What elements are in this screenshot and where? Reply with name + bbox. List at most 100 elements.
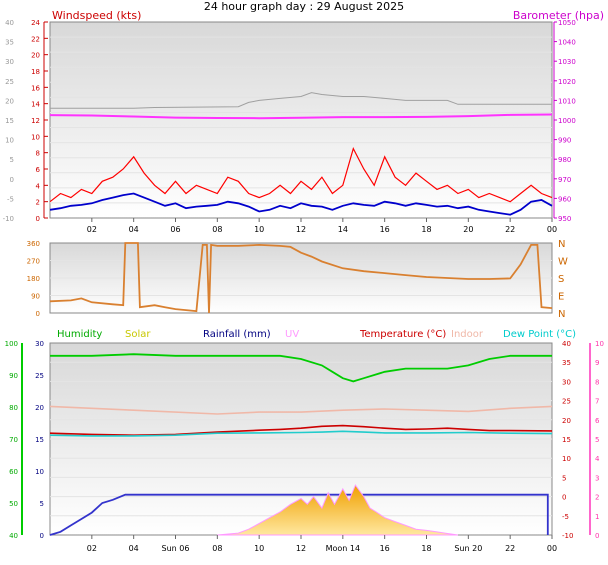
temp-panel-legend: Humidity Solar Rainfall (mm) UV Temperature … bbox=[57, 329, 576, 340]
series-line-dew-point-c- bbox=[49, 430, 553, 437]
series-line-humidity bbox=[50, 353, 552, 383]
far-left-tick-label: -10 bbox=[3, 215, 14, 223]
temp-time-tick-label: Moon 14 bbox=[326, 544, 360, 553]
wind-time-tick-label: 20 bbox=[463, 225, 473, 234]
wind-axis-label: Windspeed (kts) bbox=[52, 9, 141, 22]
wind-time-tick-label: 12 bbox=[296, 225, 306, 234]
compass-tick-label: W bbox=[558, 257, 568, 268]
wind-tick-label: 14 bbox=[31, 101, 40, 109]
compass-tick-label: E bbox=[558, 292, 564, 303]
wind-time-tick-label: 14 bbox=[338, 225, 348, 234]
wind-tick-label: 16 bbox=[31, 84, 40, 92]
temp-panel-axes: 1009080706050403025201510504035302520151… bbox=[5, 340, 604, 553]
rain-tick-label: 25 bbox=[35, 372, 44, 380]
wind-panel-grid bbox=[50, 36, 552, 204]
temp-time-tick-label: 00 bbox=[547, 544, 557, 553]
rain-tick-label: 15 bbox=[35, 436, 44, 444]
compass-tick-label: N bbox=[558, 309, 565, 320]
temp-time-tick-label: 08 bbox=[212, 544, 222, 553]
wind-time-tick-label: 10 bbox=[254, 225, 264, 234]
temp-time-tick-label: 16 bbox=[380, 544, 390, 553]
series-line-rainfall-mm- bbox=[49, 493, 549, 536]
wind-time-tick-label: 22 bbox=[505, 225, 515, 234]
wind-time-tick-label: 06 bbox=[170, 225, 180, 234]
direction-panel-grid bbox=[50, 260, 552, 296]
temp-tick-label: 0 bbox=[562, 494, 566, 502]
legend-entry: Humidity bbox=[57, 329, 102, 340]
temp-panel-series bbox=[49, 353, 553, 536]
far-left-tick-label: -5 bbox=[7, 195, 14, 203]
uv-tick-label: 0 bbox=[595, 532, 599, 540]
series-line-gust bbox=[49, 146, 553, 203]
baro-tick-label: 990 bbox=[558, 137, 571, 145]
rain-tick-label: 0 bbox=[40, 532, 44, 540]
wind-time-tick-label: 02 bbox=[87, 225, 97, 234]
uv-tick-label: 6 bbox=[595, 417, 600, 425]
wind-time-tick-label: 08 bbox=[212, 225, 222, 234]
far-left-tick-label: 35 bbox=[5, 39, 14, 47]
baro-tick-label: 980 bbox=[558, 156, 571, 164]
wind-time-tick-label: 00 bbox=[547, 225, 557, 234]
humidity-tick-label: 90 bbox=[9, 372, 18, 380]
legend-entry: Temperature (°C) bbox=[359, 329, 446, 340]
temp-time-tick-label: Sun 06 bbox=[162, 544, 190, 553]
wind-time-tick-label: 18 bbox=[421, 225, 431, 234]
baro-tick-label: 950 bbox=[558, 215, 571, 223]
uv-tick-label: 7 bbox=[595, 398, 599, 406]
humidity-tick-label: 50 bbox=[9, 500, 18, 508]
temp-tick-label: 20 bbox=[562, 417, 571, 425]
temp-tick-label: 5 bbox=[562, 474, 566, 482]
baro-tick-label: 1000 bbox=[558, 117, 576, 125]
rain-tick-label: 30 bbox=[35, 340, 44, 348]
wind-panel-series bbox=[49, 92, 553, 216]
page-title: 24 hour graph day : 29 August 2025 bbox=[203, 0, 405, 13]
rain-tick-label: 5 bbox=[40, 500, 44, 508]
far-left-tick-label: 10 bbox=[5, 137, 14, 145]
far-left-tick-label: 20 bbox=[5, 97, 14, 105]
far-left-tick-label: 40 bbox=[5, 19, 14, 27]
wind-tick-label: 18 bbox=[31, 68, 40, 76]
baro-tick-label: 1030 bbox=[558, 58, 576, 66]
temp-time-tick-label: 18 bbox=[421, 544, 431, 553]
far-left-tick-label: 0 bbox=[10, 176, 14, 184]
uv-tick-label: 4 bbox=[595, 455, 600, 463]
legend-entry: Indoor bbox=[451, 329, 484, 340]
legend-entry: Solar bbox=[125, 329, 151, 340]
temp-time-tick-label: Sun 20 bbox=[454, 544, 482, 553]
rain-tick-label: 10 bbox=[35, 468, 44, 476]
wind-time-tick-label: 16 bbox=[380, 225, 390, 234]
wind-tick-label: 22 bbox=[31, 35, 40, 43]
uv-tick-label: 1 bbox=[595, 513, 599, 521]
compass-tick-label: N bbox=[558, 239, 565, 250]
baro-tick-label: 1050 bbox=[558, 19, 576, 27]
far-left-tick-label: 5 bbox=[10, 156, 14, 164]
baro-tick-label: 1020 bbox=[558, 78, 576, 86]
temp-time-tick-label: 04 bbox=[129, 544, 139, 553]
uv-tick-label: 10 bbox=[595, 340, 604, 348]
rain-tick-label: 20 bbox=[35, 404, 44, 412]
temp-tick-label: 25 bbox=[562, 398, 571, 406]
legend-entry: Rainfall (mm) bbox=[203, 329, 271, 340]
wind-tick-label: 10 bbox=[31, 133, 40, 141]
legend-entry: Dew Point (°C) bbox=[503, 329, 576, 340]
temp-time-tick-label: 10 bbox=[254, 544, 264, 553]
direction-panel-series bbox=[49, 242, 553, 314]
uv-tick-label: 5 bbox=[595, 436, 599, 444]
wind-tick-label: 2 bbox=[36, 199, 40, 207]
temp-time-tick-label: 02 bbox=[87, 544, 97, 553]
series-line-indoor bbox=[49, 405, 553, 415]
wind-tick-label: 4 bbox=[36, 182, 41, 190]
wind-panel-axes: 4035302520151050-5-102422201816141210864… bbox=[3, 19, 576, 234]
temp-time-tick-label: 12 bbox=[296, 544, 306, 553]
series-area-solar bbox=[217, 484, 458, 536]
direction-tick-label: 270 bbox=[27, 258, 40, 266]
series-line-grey bbox=[50, 92, 552, 109]
baro-tick-label: 1010 bbox=[558, 97, 576, 105]
temp-time-tick-label: 22 bbox=[505, 544, 515, 553]
temp-tick-label: -5 bbox=[562, 513, 569, 521]
far-left-tick-label: 25 bbox=[5, 78, 14, 86]
humidity-tick-label: 40 bbox=[9, 532, 18, 540]
